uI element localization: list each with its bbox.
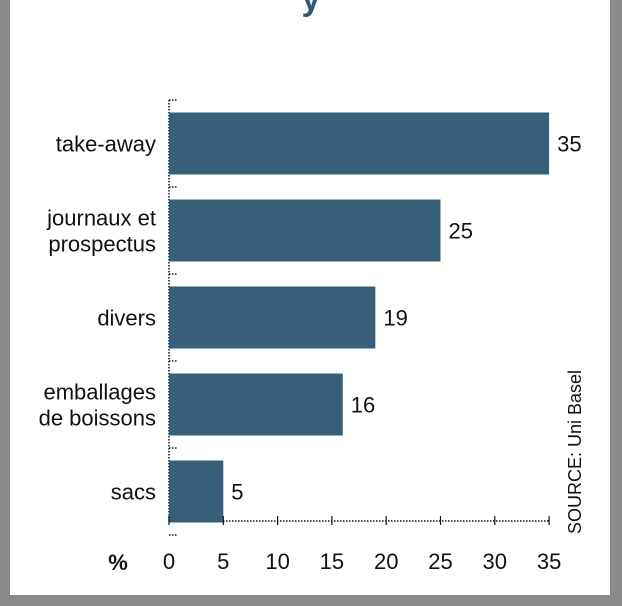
- category-label-4: sacs: [111, 480, 156, 505]
- value-label-2: 19: [383, 306, 407, 331]
- value-label-3: 16: [351, 393, 375, 418]
- bar-2: [169, 286, 376, 349]
- category-label-0: take-away: [56, 132, 156, 157]
- x-tick-label: 0: [163, 549, 175, 574]
- bar-4: [169, 460, 224, 523]
- value-label-0: 35: [557, 132, 581, 157]
- value-label-4: 5: [231, 480, 243, 505]
- bar-0: [169, 112, 550, 175]
- category-label-1: journaux et: [46, 206, 156, 231]
- x-tick-label: 5: [217, 549, 229, 574]
- source-label: SOURCE: Uni Basel: [565, 370, 585, 534]
- x-tick-label: 30: [483, 549, 507, 574]
- bar-1: [169, 199, 441, 262]
- frame-right-border: [610, 0, 622, 606]
- category-label-3: de boissons: [39, 406, 156, 431]
- x-tick-label: 35: [537, 549, 561, 574]
- x-tick-label: 20: [374, 549, 398, 574]
- category-label-1: prospectus: [48, 232, 156, 257]
- category-label-3: emballages: [43, 380, 156, 405]
- x-tick-label: 15: [320, 549, 344, 574]
- unit-label: %: [108, 550, 128, 575]
- x-tick-label: 25: [428, 549, 452, 574]
- bar-3: [169, 373, 343, 436]
- chart-title-fragment: y: [0, 0, 622, 16]
- frame-left-border: [0, 0, 10, 606]
- value-label-1: 25: [449, 219, 473, 244]
- frame-bottom-border: [0, 595, 622, 606]
- x-tick-label: 10: [265, 549, 289, 574]
- category-label-2: divers: [97, 306, 156, 331]
